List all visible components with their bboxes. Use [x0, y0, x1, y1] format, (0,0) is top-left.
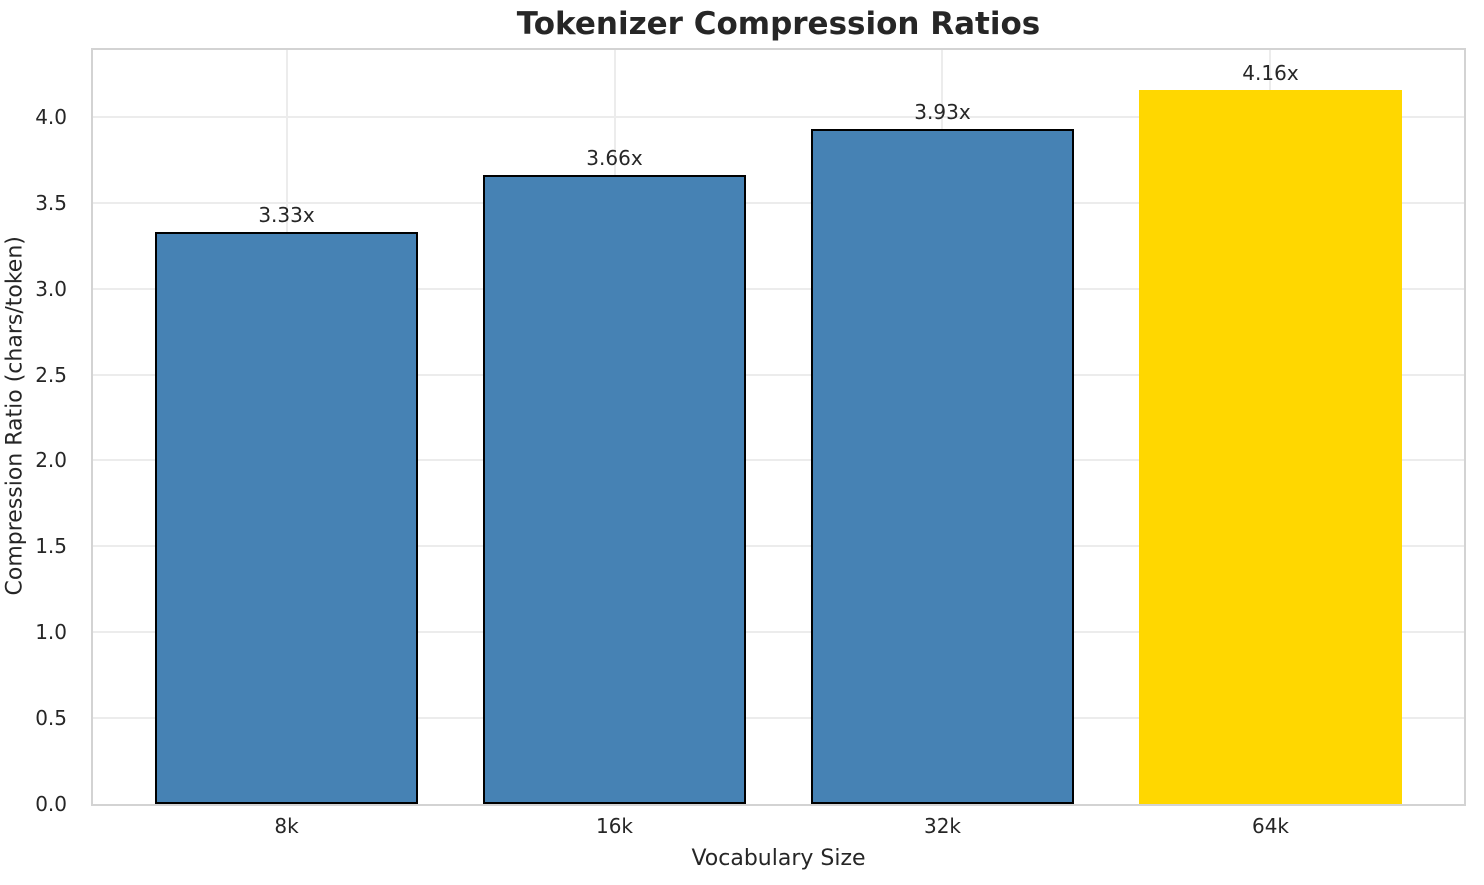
horizontal-gridline: [93, 631, 1464, 634]
horizontal-gridline: [93, 115, 1464, 118]
y-tick-label: 3.5: [35, 190, 67, 215]
bar-64k: [1139, 89, 1402, 804]
horizontal-gridline: [93, 545, 1464, 548]
horizontal-gridline: [93, 373, 1464, 376]
chart-title: Tokenizer Compression Ratios: [516, 6, 1041, 42]
x-tick-label: 64k: [1251, 814, 1289, 838]
y-tick-label: 3.0: [35, 276, 67, 301]
bar-value-label: 3.33x: [258, 203, 315, 228]
y-tick-label: 0.5: [35, 706, 67, 731]
x-tick-label: 32k: [923, 814, 961, 838]
x-tick-label: 8k: [274, 814, 299, 838]
bar-value-label: 3.66x: [586, 146, 643, 171]
y-tick-label: 0.0: [35, 792, 67, 816]
plot-area: 3.33x 3.66x 3.93x 4.16x: [91, 48, 1466, 806]
bar-value-label: 3.93x: [914, 100, 971, 125]
x-tick-label: 16k: [595, 814, 634, 838]
y-tick-label: 1.5: [35, 534, 67, 559]
y-tick-label: 4.0: [35, 104, 67, 129]
y-tick-label: 2.0: [35, 448, 67, 473]
bar-32k: [811, 129, 1074, 804]
horizontal-gridline: [93, 717, 1464, 720]
bar-16k: [483, 175, 746, 804]
y-axis-tick-labels: 0.0 0.5 1.0 1.5 2.0 2.5 3.0 3.5 4.0: [0, 50, 80, 816]
y-tick-label: 2.5: [35, 362, 67, 387]
y-tick-label: 1.0: [35, 620, 67, 645]
horizontal-gridline: [93, 201, 1464, 204]
horizontal-gridline: [93, 459, 1464, 462]
y-axis-title: Compression Ratio (chars/token): [2, 236, 28, 596]
horizontal-gridline: [93, 287, 1464, 290]
x-axis-tick-labels: 8k 16k 32k 64k: [93, 814, 1464, 842]
x-axis-title: Vocabulary Size: [691, 846, 866, 871]
bar-value-label: 4.16x: [1242, 60, 1299, 85]
bar-8k: [155, 232, 418, 804]
